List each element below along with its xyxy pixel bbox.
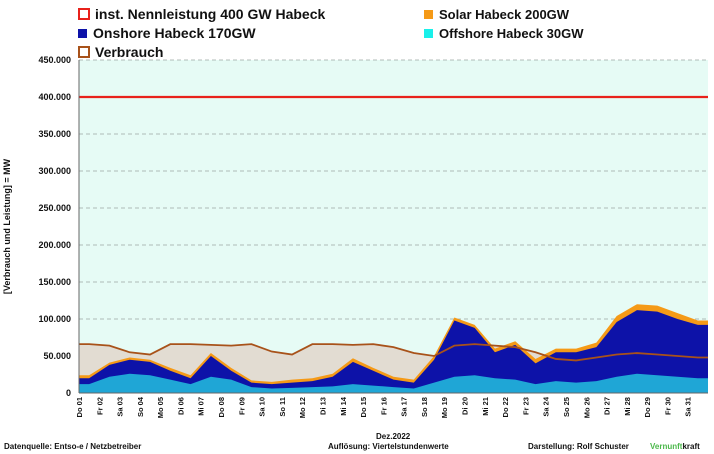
x-tick-label: Do 22 xyxy=(501,397,510,417)
y-tick-label: 150.000 xyxy=(38,277,71,287)
x-tick-label: So 04 xyxy=(136,396,145,417)
y-tick-label: 100.000 xyxy=(38,314,71,324)
x-tick-label: Di 06 xyxy=(176,397,185,415)
x-tick-label: Fr 30 xyxy=(663,397,672,415)
legend-swatch-nennleistung xyxy=(78,8,90,20)
legend: inst. Nennleistung 400 GW Habeck Solar H… xyxy=(0,3,714,63)
legend-label-nennleistung: inst. Nennleistung 400 GW Habeck xyxy=(95,6,326,22)
x-tick-label: Di 20 xyxy=(461,397,470,415)
x-tick-label: Do 08 xyxy=(217,397,226,417)
legend-swatch-onshore xyxy=(78,28,87,38)
y-axis-title: [Verbrauch und Leistung] = MW xyxy=(2,158,12,294)
x-tick-label: Do 01 xyxy=(75,397,84,417)
footer-author: Darstellung: Rolf Schuster xyxy=(528,442,629,451)
x-tick-label: Mi 14 xyxy=(339,396,348,416)
x-tick-label: Sa 17 xyxy=(400,397,409,417)
x-tick-label: So 11 xyxy=(278,397,287,417)
legend-swatch-verbrauch xyxy=(78,46,90,58)
x-tick-label: So 25 xyxy=(562,397,571,417)
x-tick-label: Sa 10 xyxy=(258,397,267,417)
footer-brand-green: Vernunft xyxy=(650,442,683,451)
legend-item-verbrauch: Verbrauch xyxy=(78,44,163,60)
x-tick-label: Mi 28 xyxy=(623,397,632,416)
x-tick-label: Di 27 xyxy=(603,397,612,415)
x-tick-label: Mo 05 xyxy=(156,397,165,418)
y-tick-label: 50.000 xyxy=(43,351,71,361)
series-area-onshore xyxy=(79,310,708,393)
x-tick-label: Mo 26 xyxy=(582,397,591,418)
y-tick-label: 350.000 xyxy=(38,129,71,139)
x-tick-label: So 18 xyxy=(420,397,429,417)
legend-item-offshore: Offshore Habeck 30GW xyxy=(424,26,584,41)
y-tick-label: 0 xyxy=(66,388,71,398)
legend-label-verbrauch: Verbrauch xyxy=(95,44,164,60)
x-tick-label: Sa 03 xyxy=(116,397,125,417)
legend-item-nennleistung: inst. Nennleistung 400 GW Habeck xyxy=(78,6,325,22)
x-tick-label: Fr 09 xyxy=(237,397,246,415)
x-tick-label: Sa 24 xyxy=(542,396,551,416)
x-tick-label: Mo 19 xyxy=(440,397,449,418)
x-tick-label: Fr 02 xyxy=(95,397,104,415)
x-tick-label: Fr 23 xyxy=(521,397,530,415)
x-tick-label: Mi 21 xyxy=(481,397,490,416)
legend-label-onshore: Onshore Habeck 170GW xyxy=(93,25,256,41)
series-line-verbrauch xyxy=(79,343,708,362)
legend-item-onshore: Onshore Habeck 170GW xyxy=(78,25,256,41)
x-tick-label: Fr 16 xyxy=(379,397,388,415)
footer-source: Datenquelle: Entso-e / Netzbetreiber xyxy=(4,442,142,451)
series-area-offshore xyxy=(79,373,708,393)
y-tick-label: 300.000 xyxy=(38,166,71,176)
x-tick-label: Mo 12 xyxy=(298,397,307,418)
x-axis-title: Dez.2022 xyxy=(376,432,411,441)
y-tick-label: 200.000 xyxy=(38,240,71,250)
legend-label-solar: Solar Habeck 200GW xyxy=(439,7,570,22)
legend-label-offshore: Offshore Habeck 30GW xyxy=(439,26,584,41)
y-tick-label: 250.000 xyxy=(38,203,71,213)
x-tick-label: Mi 07 xyxy=(197,397,206,416)
x-tick-label: Sa 31 xyxy=(684,397,693,417)
footer-brand-black: kraft xyxy=(682,442,700,451)
legend-swatch-solar xyxy=(424,10,433,19)
legend-item-solar: Solar Habeck 200GW xyxy=(424,7,569,22)
y-tick-label: 400.000 xyxy=(38,92,71,102)
footer-brand: Vernunftkraft xyxy=(650,442,700,451)
legend-swatch-offshore xyxy=(424,29,433,38)
footer-resolution: Auflösung: Viertelstundenwerte xyxy=(328,442,449,451)
y-tick-label: 450.000 xyxy=(38,55,71,65)
x-tick-label: Do 29 xyxy=(643,397,652,417)
x-tick-label: Di 13 xyxy=(318,397,327,415)
x-tick-label: Do 15 xyxy=(359,397,368,417)
